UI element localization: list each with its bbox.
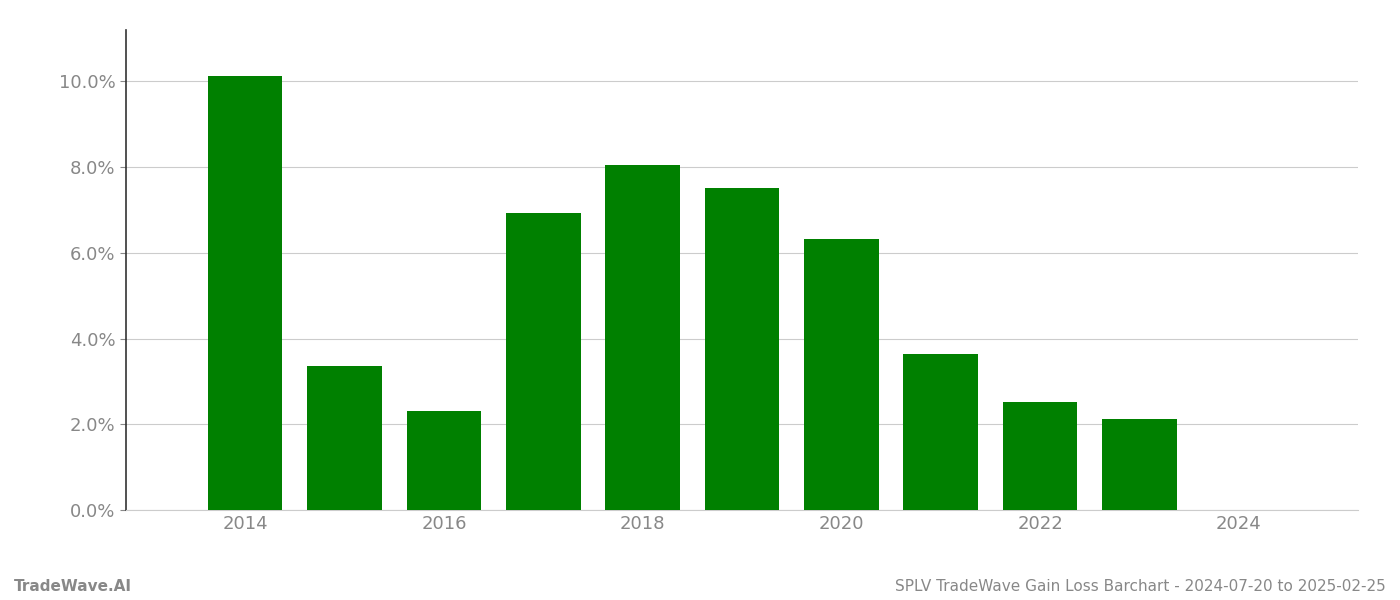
Bar [1102, 419, 1176, 510]
Bar [505, 213, 581, 510]
Bar [605, 165, 680, 510]
Text: SPLV TradeWave Gain Loss Barchart - 2024-07-20 to 2025-02-25: SPLV TradeWave Gain Loss Barchart - 2024… [895, 579, 1386, 594]
Text: TradeWave.AI: TradeWave.AI [14, 579, 132, 594]
Bar [406, 410, 482, 510]
Bar [903, 353, 979, 510]
Bar [704, 188, 780, 510]
Bar [1002, 402, 1078, 510]
Bar [308, 367, 382, 510]
Bar [209, 76, 283, 510]
Bar [804, 239, 879, 510]
